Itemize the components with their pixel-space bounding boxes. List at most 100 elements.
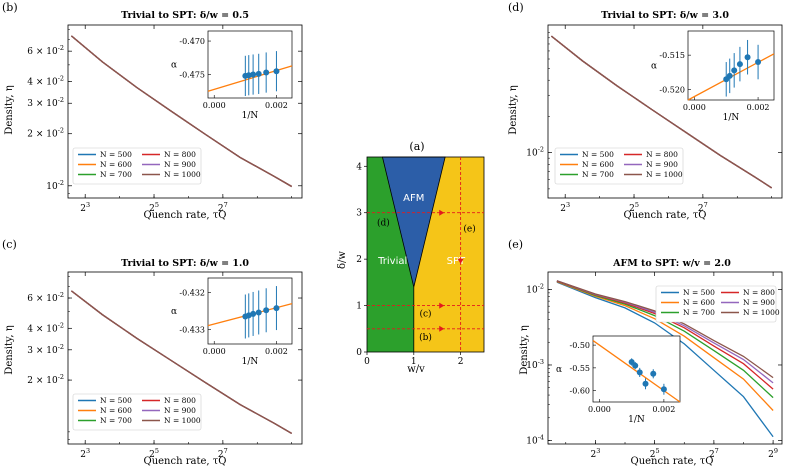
legend-frame-b xyxy=(72,147,202,185)
chart-title-e: AFM to SPT: w/v = 2.0 xyxy=(612,258,731,269)
inset-x-tick-label-b: 0.000 xyxy=(203,101,226,110)
inset-point-b xyxy=(255,70,262,77)
x-axis-label-b: Quench rate, τQ xyxy=(144,210,227,221)
x-axis-label-a: w/v xyxy=(407,364,425,375)
inset-y-tick-label-b: -0.470 xyxy=(179,37,205,46)
series-line-c-5 xyxy=(71,290,293,434)
y-tick-label-c: 4 × 10-2 xyxy=(27,321,64,334)
x-axis-label-c: Quench rate, τQ xyxy=(144,456,227,467)
inset-x-tick-label-d: 0.002 xyxy=(747,103,770,112)
legend-label-b: N = 900 xyxy=(164,160,196,169)
x-axis-label-d: Quench rate, τQ xyxy=(624,210,707,221)
inset-x-tick-label-e: 0.002 xyxy=(652,405,675,414)
quench-path-label-1: (c) xyxy=(419,309,431,320)
legend-label-e: N = 800 xyxy=(743,288,775,297)
inset-y-label-c: α xyxy=(171,307,177,317)
phase-diagram: Trivial AFM SPT (b) (c) (d) (e) 0 1 2 0 1 2 3 4 xyxy=(356,156,485,367)
inset-b: 0.000 0.002 -0.475 -0.470 1/N α xyxy=(171,30,293,121)
inset-frame-c xyxy=(207,277,293,345)
legend-label-c: N = 600 xyxy=(100,406,132,415)
chart-title-d: Trivial to SPT: δ/w = 3.0 xyxy=(601,10,729,21)
phase-x-tick-label: 0 xyxy=(364,357,370,367)
x-tick-label-d: 23 xyxy=(560,201,570,214)
phase-y-tick-label: 3 xyxy=(356,209,362,219)
legend-label-b: N = 600 xyxy=(100,160,132,169)
quench-arrow-2 xyxy=(439,209,445,216)
y-tick-label-b: 3 × 10-2 xyxy=(27,96,64,109)
x-axis-label-e: Quench rate, τQ xyxy=(631,456,714,467)
panel-a: (a) Trivial AFM SPT (b) (c) (d) (e) 0 1 2 0 1 2 3 4 w/… xyxy=(337,140,485,375)
inset-frame-d xyxy=(687,30,775,101)
inset-y-tick-label-e: -0.60 xyxy=(569,387,590,396)
region-label-afm: AFM xyxy=(403,193,424,204)
inset-point-c xyxy=(263,307,270,314)
quench-arrow-1 xyxy=(439,302,445,309)
inset-point-c xyxy=(255,309,262,316)
inset-point-c xyxy=(250,310,257,317)
y-tick-label-e: 10-3 xyxy=(526,358,544,371)
legend-label-e: N = 700 xyxy=(683,308,715,317)
y-tick-label-c: 2 × 10-2 xyxy=(27,373,64,386)
y-tick-label-b: 2 × 10-2 xyxy=(27,127,64,140)
legend-label-d: N = 600 xyxy=(582,160,614,169)
y-tick-label-e: 10-2 xyxy=(526,282,544,295)
panel-e: (e) AFM to SPT: w/v = 2.0 23 25 27 29 10-4 10… xyxy=(508,238,783,467)
inset-point-e xyxy=(642,380,649,387)
quench-arrow-3 xyxy=(457,258,464,264)
x-tick-label-c: 23 xyxy=(80,447,90,460)
region-label-spt: SPT xyxy=(447,256,466,267)
panel-c: (c) Trivial to SPT: δ/w = 1.0 23 25 27 2 × … xyxy=(2,238,303,467)
panel-b: (b) Trivial to SPT: δ/w = 0.5 23 25 27 10-2… xyxy=(2,1,303,221)
series-line-e-2 xyxy=(556,280,774,399)
legend-label-c: N = 700 xyxy=(100,416,132,425)
legend-label-b: N = 800 xyxy=(164,150,196,159)
phase-y-tick-label: 0 xyxy=(356,348,362,358)
inset-y-label-b: α xyxy=(171,61,177,71)
inset-y-tick-label-d: -0.515 xyxy=(659,51,685,60)
axes-frame-e xyxy=(547,271,783,445)
legend-label-d: N = 500 xyxy=(582,150,614,159)
inset-y-tick-label-d: -0.520 xyxy=(659,86,685,95)
inset-point-e xyxy=(632,362,639,369)
chart-title-c: Trivial to SPT: δ/w = 1.0 xyxy=(121,258,249,269)
inset-point-d xyxy=(755,59,762,66)
series-line-e-1 xyxy=(556,280,774,411)
inset-x-tick-label-d: 0.000 xyxy=(683,103,706,112)
inset-point-c xyxy=(273,305,280,312)
legend-label-b: N = 1000 xyxy=(164,170,201,179)
phase-x-tick-label: 1 xyxy=(411,357,417,367)
legend-label-d: N = 700 xyxy=(582,170,614,179)
y-tick-label-b: 4 × 10-2 xyxy=(27,75,64,88)
x-tick-label-b: 23 xyxy=(80,201,90,214)
inset-x-label-d: 1/N xyxy=(723,113,740,123)
axes-frame-c xyxy=(67,271,303,445)
panel-tag-d: (d) xyxy=(508,1,524,14)
quench-path-label-0: (b) xyxy=(419,332,432,343)
inset-point-e xyxy=(650,370,657,377)
inset-x-label-c: 1/N xyxy=(242,357,259,367)
chart-title-b: Trivial to SPT: δ/w = 0.5 xyxy=(121,10,249,21)
inset-point-b xyxy=(273,68,280,75)
legend-label-c: N = 500 xyxy=(100,396,132,405)
y-axis-label-d: Density, η xyxy=(508,85,519,134)
y-tick-label-e: 10-4 xyxy=(526,434,544,447)
y-axis-label-a: δ/w xyxy=(337,251,348,269)
quench-path-label-2: (d) xyxy=(377,218,390,229)
inset-x-tick-label-c: 0.000 xyxy=(203,347,226,356)
x-tick-label-b: 25 xyxy=(149,201,159,214)
y-tick-label-c: 3 × 10-2 xyxy=(27,343,64,356)
plot-area-b: 23 25 27 10-2 2 × 10-2 3 × 10-2 4 × 10-2 6 × 10… xyxy=(27,24,303,214)
panel-tag-e: (e) xyxy=(508,238,523,251)
series-line-b-5 xyxy=(70,35,293,188)
x-tick-label-e: 23 xyxy=(590,447,600,460)
plot-area-c: 23 25 27 2 × 10-2 3 × 10-2 4 × 10-2 6 × 10-2 N … xyxy=(27,271,303,460)
phase-axes-frame xyxy=(366,156,485,353)
x-tick-label-e: 29 xyxy=(768,447,778,460)
inset-point-d xyxy=(726,72,733,79)
inset-point-d xyxy=(744,54,751,61)
